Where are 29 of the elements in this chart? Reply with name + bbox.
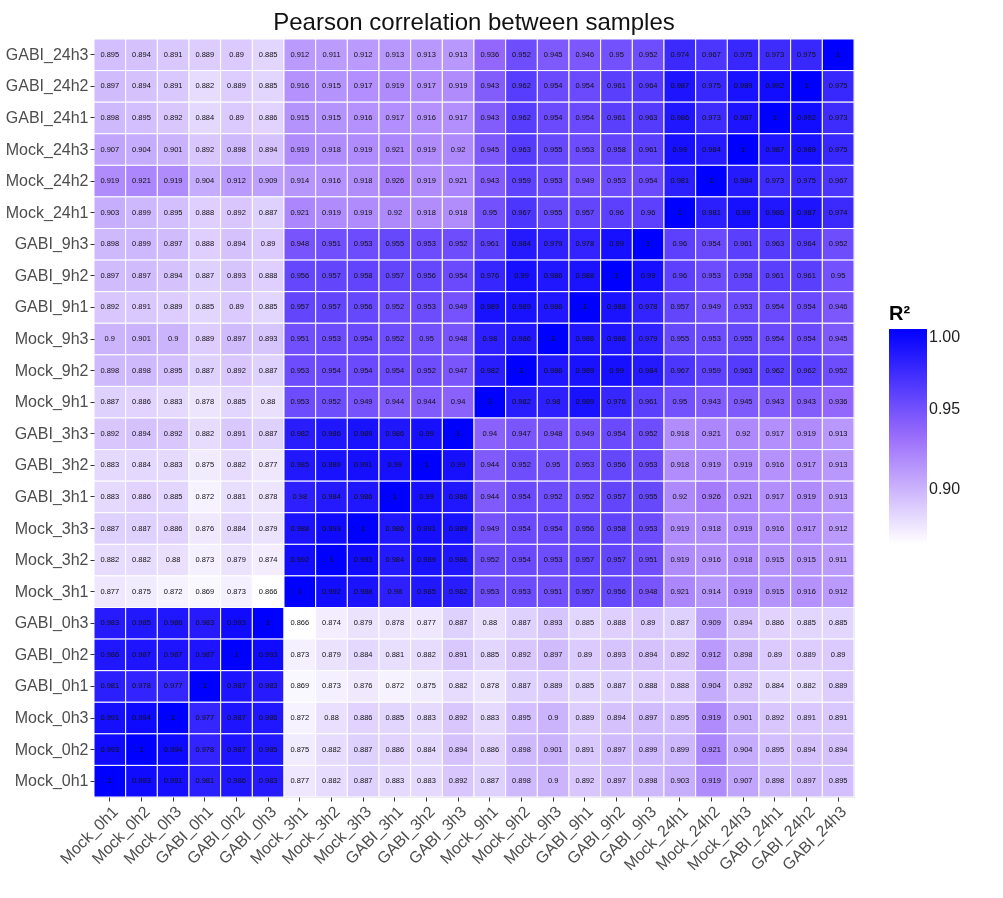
y-tick-label: GABI_9h3	[14, 235, 89, 254]
y-tick-label: Mock_24h1	[5, 203, 89, 222]
color-bar-label: 0.90	[929, 480, 961, 498]
y-tick-label: GABI_3h3	[14, 424, 89, 443]
y-tick-label: Mock_24h3	[5, 140, 89, 159]
chart-title: Pearson correlation between samples	[273, 7, 675, 35]
y-tick-label: Mock_3h1	[14, 582, 89, 601]
y-tick-label: Mock_24h2	[5, 172, 89, 191]
y-tick-label: GABI_24h2	[5, 77, 89, 96]
y-tick-label: GABI_0h3	[14, 614, 89, 633]
y-tick-label: GABI_3h2	[14, 456, 89, 475]
y-tick-label: Mock_9h2	[14, 361, 89, 380]
y-tick-label: Mock_0h3	[14, 709, 89, 728]
y-tick-label: Mock_3h3	[14, 519, 89, 538]
color-bar-label: 1.00	[929, 328, 961, 345]
y-tick-label: Mock_0h2	[14, 740, 89, 759]
y-tick-label: GABI_0h1	[14, 677, 89, 696]
y-tick-label: GABI_24h3	[5, 45, 89, 64]
color-bar-title: R²	[889, 302, 911, 324]
y-tick-label: GABI_3h1	[14, 487, 89, 506]
y-tick-label: Mock_9h1	[14, 393, 89, 412]
y-tick-label: Mock_3h2	[14, 551, 89, 570]
color-bar-label: 0.95	[929, 400, 961, 418]
y-tick-label: GABI_0h2	[14, 645, 89, 664]
y-tick-label: GABI_9h1	[14, 298, 89, 317]
y-tick-label: GABI_9h2	[14, 266, 89, 285]
y-tick-label: Mock_0h1	[14, 772, 89, 791]
y-tick-label: GABI_24h1	[5, 108, 89, 127]
y-tick-label: Mock_9h3	[14, 330, 89, 349]
